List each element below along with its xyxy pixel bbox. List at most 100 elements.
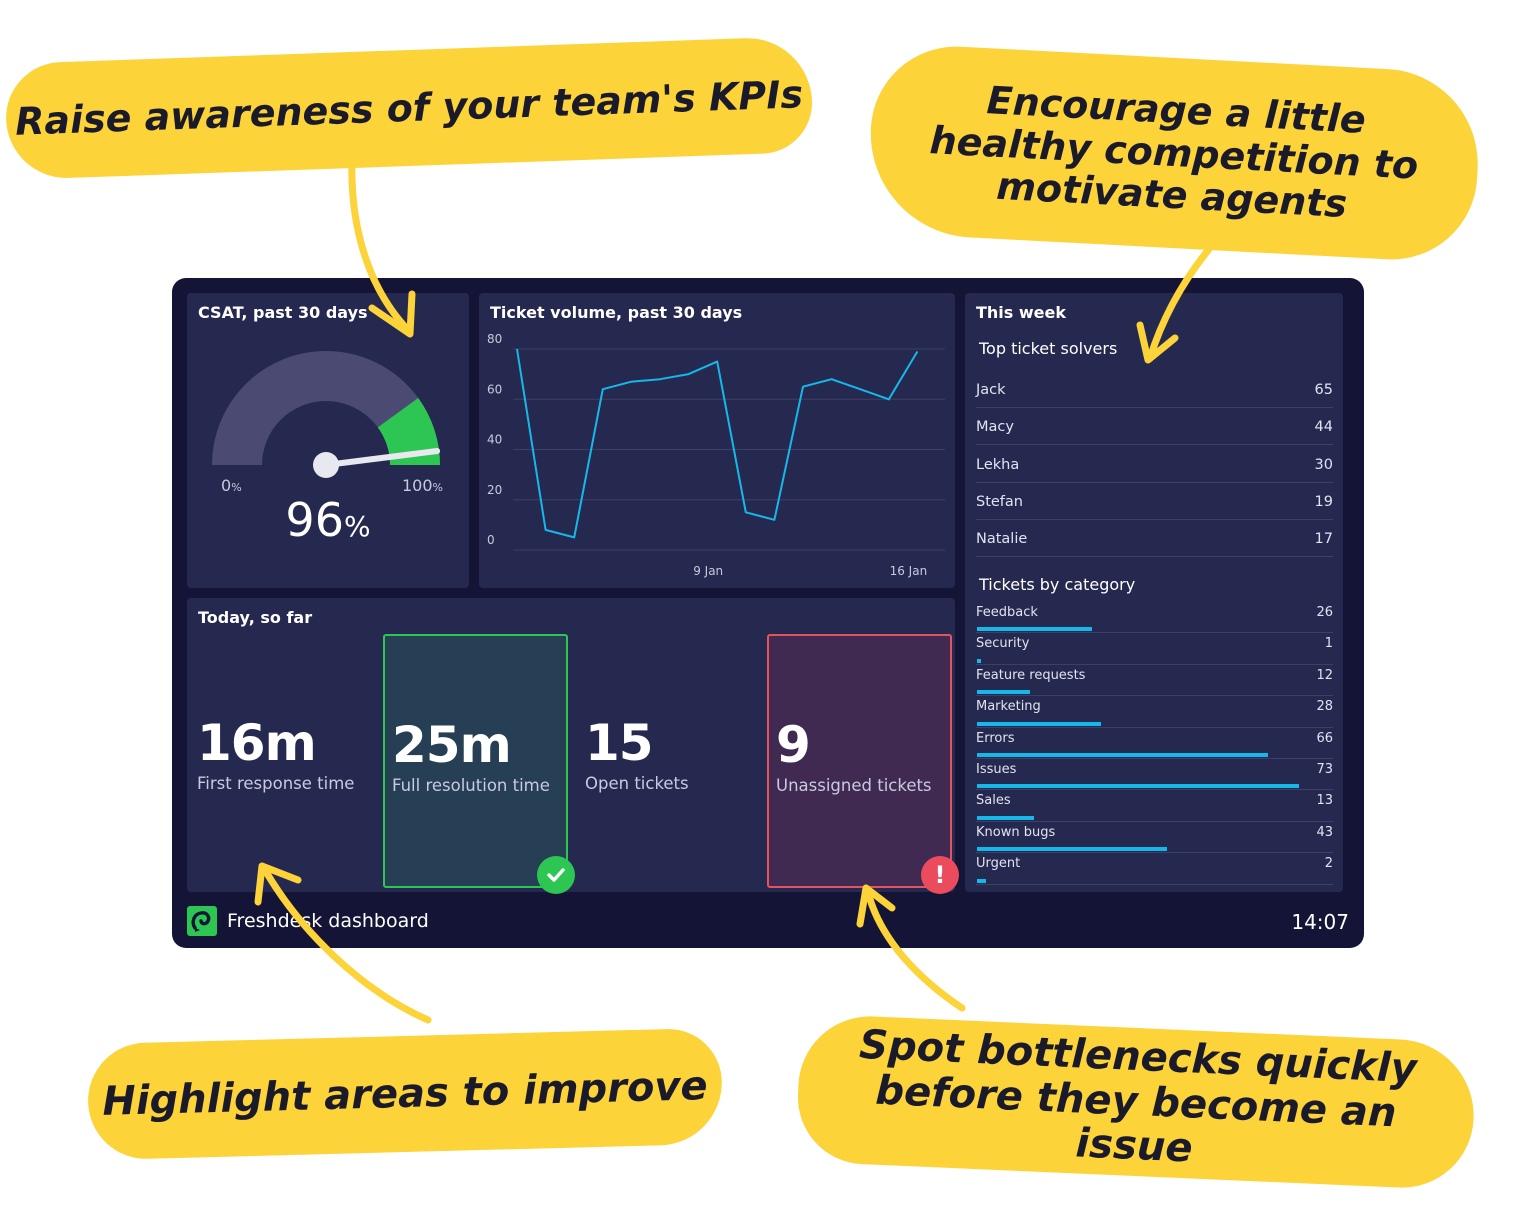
solver-name: Natalie [976,531,1028,548]
volume-title: Ticket volume, past 30 days [490,303,743,322]
series-line [516,348,919,539]
kpi-label: First response time [197,774,355,793]
category-count: 28 [1316,699,1333,715]
solver-count: 17 [1314,531,1333,548]
category-name: Marketing [976,699,1041,715]
csat-title: CSAT, past 30 days [198,303,368,322]
kpi-value: 9 [776,716,811,774]
solver-row: Macy 44 [976,408,1333,446]
kpi-value: 25m [392,716,512,774]
solver-count: 19 [1314,493,1333,510]
category-bar [977,690,1030,695]
ticket-volume-chart: 0 20 40 60 80 9 Jan 16 Jan [487,332,945,578]
category-name: Errors [976,730,1015,746]
solver-name: Macy [976,419,1014,436]
solver-row: Lekha 30 [976,446,1333,483]
solver-row: Natalie 17 [976,520,1333,558]
gauge-needle [323,448,441,468]
category-count: 66 [1316,730,1333,746]
kpi-open-tickets: 15 Open tickets [575,634,765,888]
dashboard: CSAT, past 30 days 0% 100% 96% Ticket vo… [172,278,1364,948]
gauge-fill [377,398,440,466]
category-count: 13 [1316,793,1333,809]
category-bar [977,784,1299,789]
solver-name: Lekha [976,456,1020,473]
category-row: Known bugs 43 [976,822,1333,854]
callout-competition: Encourage a little healthy competition t… [865,42,1483,264]
category-count: 43 [1316,824,1333,840]
solver-count: 44 [1314,419,1333,436]
csat-panel: CSAT, past 30 days 0% 100% 96% [187,293,469,588]
clock: 14:07 [1291,910,1349,934]
category-row: Feedback 26 [976,602,1333,634]
kpi-unassigned-tickets: 9 Unassigned tickets [767,634,952,888]
kpi-value: 16m [197,714,317,772]
brand: Freshdesk dashboard [187,906,429,936]
callout-bottlenecks: Spot bottlenecks quickly before they bec… [795,1013,1477,1191]
alert-icon: ! [921,856,959,894]
category-name: Security [976,636,1030,652]
category-row: Marketing 28 [976,696,1333,728]
category-row: Feature requests 12 [976,665,1333,697]
category-bar [977,847,1167,852]
solver-row: Stefan 19 [976,483,1333,520]
category-count: 12 [1316,667,1333,683]
kpi-label: Open tickets [585,774,689,793]
solver-count: 30 [1314,456,1333,473]
callout-kpi-awareness: Raise awareness of your team's KPIs [4,35,814,181]
kpi-label: Full resolution time [392,776,550,795]
category-bar [977,752,1269,757]
category-name: Sales [976,793,1011,809]
solver-name: Stefan [976,493,1023,510]
category-bar [977,878,986,883]
category-name: Urgent [976,856,1021,872]
category-count: 2 [1324,856,1333,872]
gauge-max-label: 100% [402,476,443,495]
category-name: Feature requests [976,667,1086,683]
x-tick-label: 16 Jan [890,564,928,578]
freshdesk-logo-icon [187,906,217,936]
y-tick-label: 20 [487,483,502,497]
week-title: This week [976,303,1067,322]
brand-name: Freshdesk dashboard [227,910,429,932]
category-count: 73 [1316,762,1333,777]
today-title: Today, so far [198,608,313,627]
category-bar [977,627,1092,632]
checkmark-icon [537,856,575,894]
x-tick-label: 9 Jan [693,564,723,578]
category-count: 26 [1316,605,1333,620]
csat-gauge [212,351,441,478]
this-week-panel: This week Top ticket solvers Jack 65 Macy 4… [965,293,1343,892]
solver-name: Jack [976,382,1006,398]
kpi-full-resolution: 25m Full resolution time [383,634,568,888]
category-row: Sales 13 [976,790,1333,822]
category-row: Security 1 [976,633,1333,665]
category-row: Errors 66 [976,728,1333,759]
y-tick-label: 0 [487,533,495,547]
category-count: 1 [1324,636,1333,652]
category-name: Known bugs [976,824,1056,840]
category-row: Issues 73 [976,759,1333,791]
solver-row: Jack 65 [976,371,1333,408]
y-tick-label: 40 [487,433,502,447]
category-bar [977,721,1101,726]
y-tick-label: 80 [487,332,502,346]
category-name: Feedback [976,605,1038,620]
category-bar [977,658,982,663]
csat-value: 96% [285,493,371,547]
top-solvers-title: Top ticket solvers [979,339,1118,358]
category-name: Issues [976,762,1017,777]
categories-title: Tickets by category [979,575,1136,594]
gauge-hub [313,452,339,478]
today-panel: Today, so far 16m First response time 25… [187,598,955,892]
callout-improve: Highlight areas to improve [86,1027,724,1161]
ticket-volume-panel: Ticket volume, past 30 days 0 20 40 60 80 9 J… [479,293,955,588]
category-bar [977,815,1035,820]
kpi-label: Unassigned tickets [776,776,932,795]
solver-count: 65 [1314,382,1333,398]
category-row: Urgent 2 [976,853,1333,885]
y-tick-label: 60 [487,382,502,396]
gauge-min-label: 0% [221,476,242,495]
kpi-first-response: 16m First response time [187,634,377,888]
kpi-value: 15 [585,714,654,772]
